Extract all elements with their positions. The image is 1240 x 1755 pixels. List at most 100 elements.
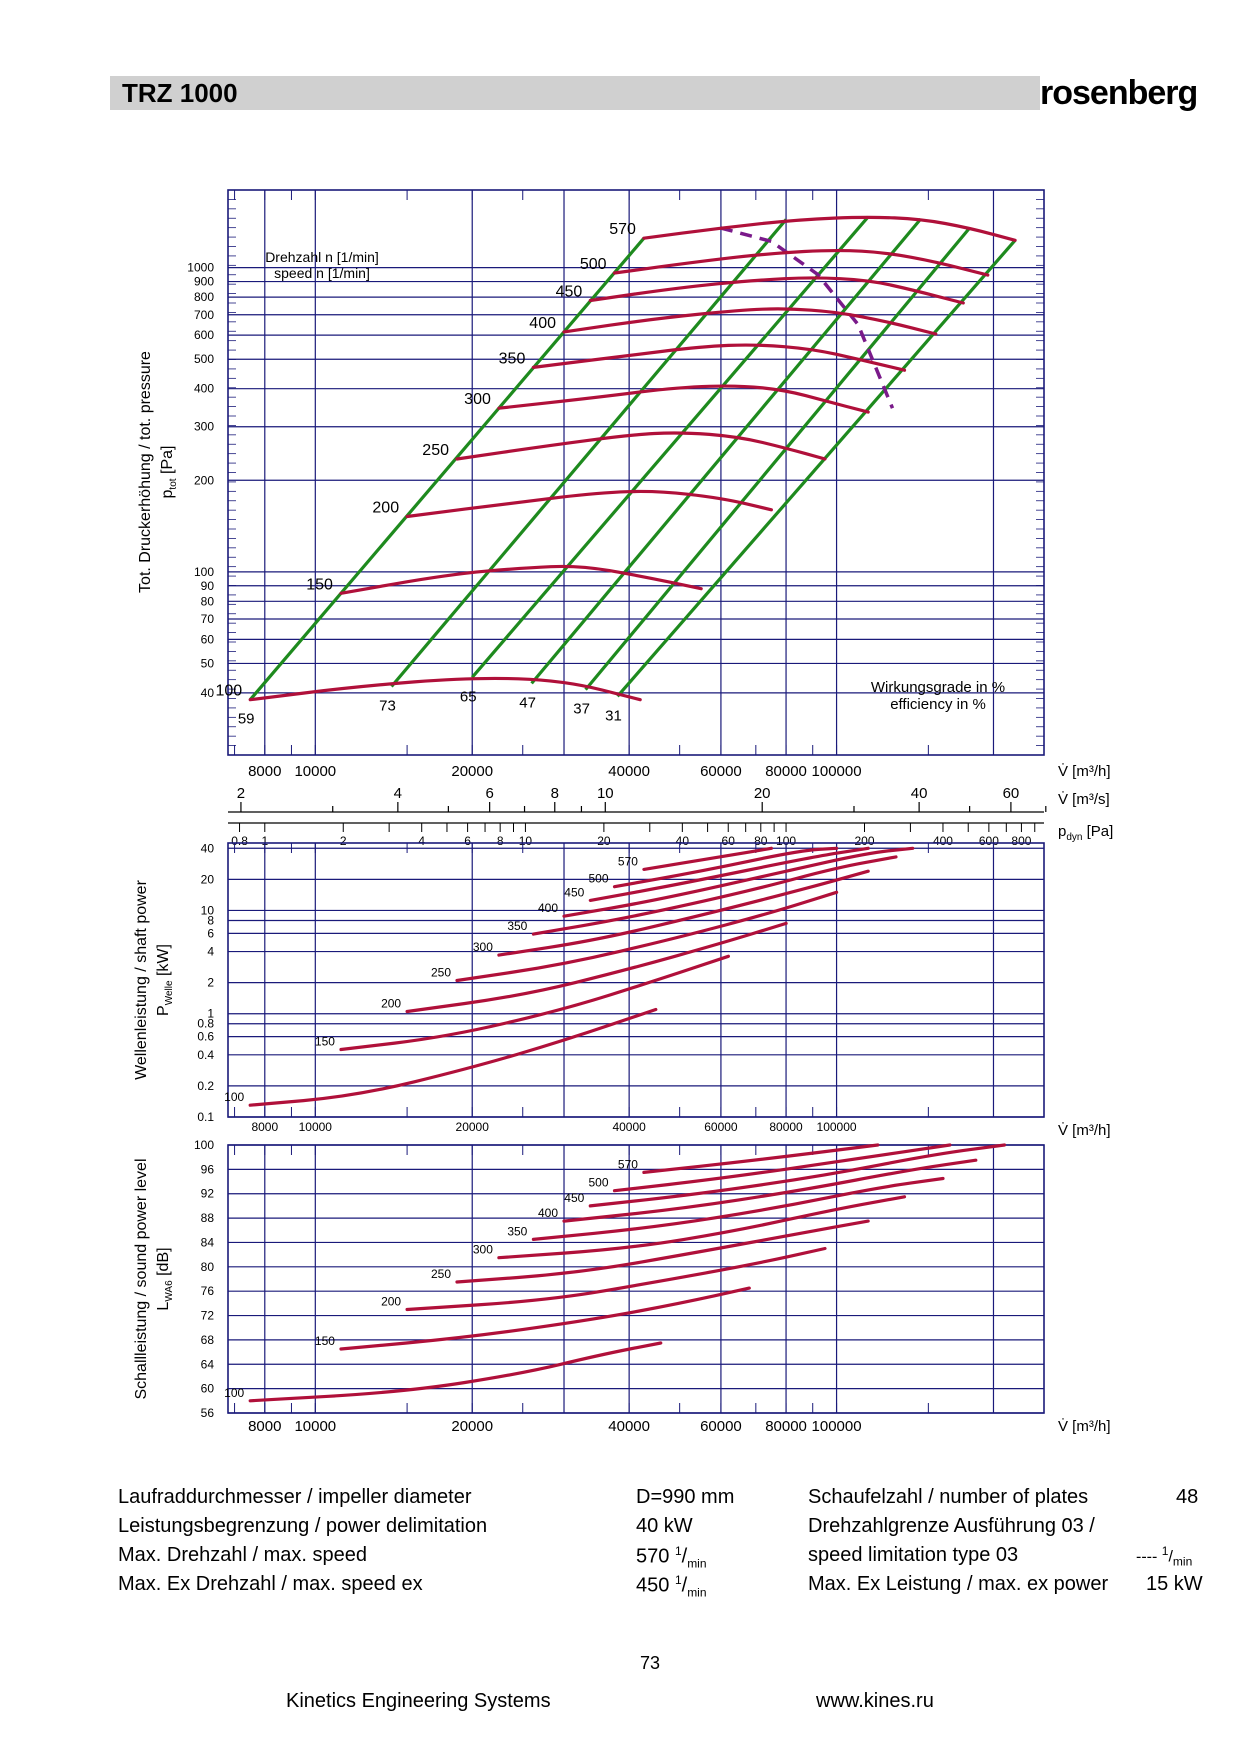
x3-tick-label: 40 [676,834,690,848]
x3-tick-label: 600 [979,834,999,848]
power-curve [531,855,898,936]
x2-tick-label: 4 [394,785,402,802]
x-tick-label: 10000 [299,1120,333,1134]
page-title: TRZ 1000 [122,78,238,108]
y-tick-label: 200 [194,473,214,487]
y-axis-unit-tail: [Pa] [159,446,176,479]
efficiency-label: 65 [460,688,477,705]
pressure-curve [612,248,990,277]
speed-label: 250 [431,1267,451,1281]
y-tick-label: 70 [201,612,215,626]
x3-tick-label: 4 [418,834,425,848]
x-tick-label: 8000 [251,1120,278,1134]
spec-value-max-ex-power: 15 kW [1146,1573,1203,1595]
x2-axis-unit: V̇ [m³/s] [1058,791,1110,808]
x2-tick-label: 2 [237,785,245,802]
power-curve [612,846,839,889]
y-tick-label: 800 [194,290,214,304]
x-tick-label: 60000 [700,1418,742,1435]
footer-website[interactable]: www.kines.ru [816,1690,934,1712]
speed-label: 400 [529,315,556,332]
y-axis-unit: PWelle [kW] [155,944,175,1016]
y-axis-unit-tail: [kW] [155,944,172,980]
sound-curve [248,1341,663,1403]
title-bar [110,76,1040,110]
panel-0-grid [227,189,1045,756]
speed-label: 200 [372,500,399,517]
x-tick-label: 40000 [608,763,650,780]
speed-label: 300 [473,1243,493,1257]
speed-limit-line [720,226,895,409]
y-tick-label: 1 [207,1007,214,1021]
y-tick-label: 80 [201,1260,215,1274]
x-tick-label: 40000 [612,1120,646,1134]
efficiency-label: 73 [379,697,396,714]
speed-label: 150 [315,1334,335,1348]
x-tick-label: 20000 [456,1120,490,1134]
pressure-curve [497,384,870,414]
y-tick-label: 6 [207,926,214,940]
y-tick-label: 40 [201,686,215,700]
y-tick-label: 4 [207,945,214,959]
y-tick-label: 84 [201,1235,215,1249]
sound-curve [531,1176,945,1241]
x-tick-label: 10000 [294,763,336,780]
pressure-curve [588,276,965,305]
sound-curve [642,1143,880,1174]
y-tick-label: 60 [201,632,215,646]
y-axis-unit-sub: Welle [164,980,175,1005]
x-tick-label: 60000 [704,1120,738,1134]
x2-tick-label: 40 [911,785,928,802]
speed-label: 400 [538,901,558,915]
y-tick-label: 600 [194,328,214,342]
panel-2-grid [227,1144,1045,1414]
x3-axis-unit-tail: [Pa] [1082,823,1113,840]
spec-label-speed-limit-en: speed limitation type 03 [808,1544,1019,1566]
x2-tick-label: 8 [551,785,559,802]
speed-label: 100 [215,683,242,700]
y-tick-label: 80 [201,594,215,608]
x-tick-label: 80000 [765,1418,807,1435]
pressure-curve [642,215,1017,242]
x3-tick-label: 2 [340,834,347,848]
footer-company: Kinetics Engineering Systems [286,1690,551,1712]
x3-axis-unit: pdyn [Pa] [1058,823,1113,843]
x-tick-label: 100000 [812,763,862,780]
speed-label: 500 [588,872,608,886]
y-tick-label: 100 [194,565,214,579]
y-tick-label: 300 [194,420,214,434]
y-tick-label: 20 [201,872,215,886]
x2-tick-label: 20 [754,785,771,802]
x3-tick-label: 0.8 [231,834,248,848]
efficiency-line [470,215,870,679]
annotation-efficiency-de: Wirkungsgrade in % [871,679,1005,696]
x3-tick-label: 800 [1011,834,1031,848]
y-tick-label: 1000 [187,261,214,275]
power-curve [455,890,839,983]
efficiency-label: 31 [605,707,622,724]
power-curve [642,846,773,871]
x3-tick-label: 10 [519,834,533,848]
x-tick-label: 80000 [769,1120,803,1134]
spec-value-max-speed-ex: 450 1/min [636,1573,707,1600]
efficiency-line [584,226,971,691]
speed-label: 450 [564,885,584,899]
power-curve [339,954,730,1052]
power-curve [248,1007,658,1107]
y-axis-title-2: Wellenleistung / shaft power PWelle [kW] [133,879,175,1079]
spec-label-max-speed: Max. Drehzahl / max. speed [118,1544,367,1566]
y-tick-label: 0.8 [197,1017,214,1031]
speed-label: 150 [315,1035,335,1049]
speed-label: 100 [224,1090,244,1104]
speed-label: 200 [381,997,401,1011]
spec-value-speed-limit: ---- 1/min [1136,1544,1193,1569]
y-tick-label: 50 [201,656,215,670]
spec-value-max-speed: 570 1/min [636,1544,707,1571]
panel-2-frame [227,1144,1045,1414]
speed-label: 300 [473,940,493,954]
y-tick-label: 60 [201,1382,215,1396]
brand-logo: rosenberg [1040,74,1198,112]
speed-label: 300 [464,391,491,408]
speed-label: 350 [499,350,526,367]
